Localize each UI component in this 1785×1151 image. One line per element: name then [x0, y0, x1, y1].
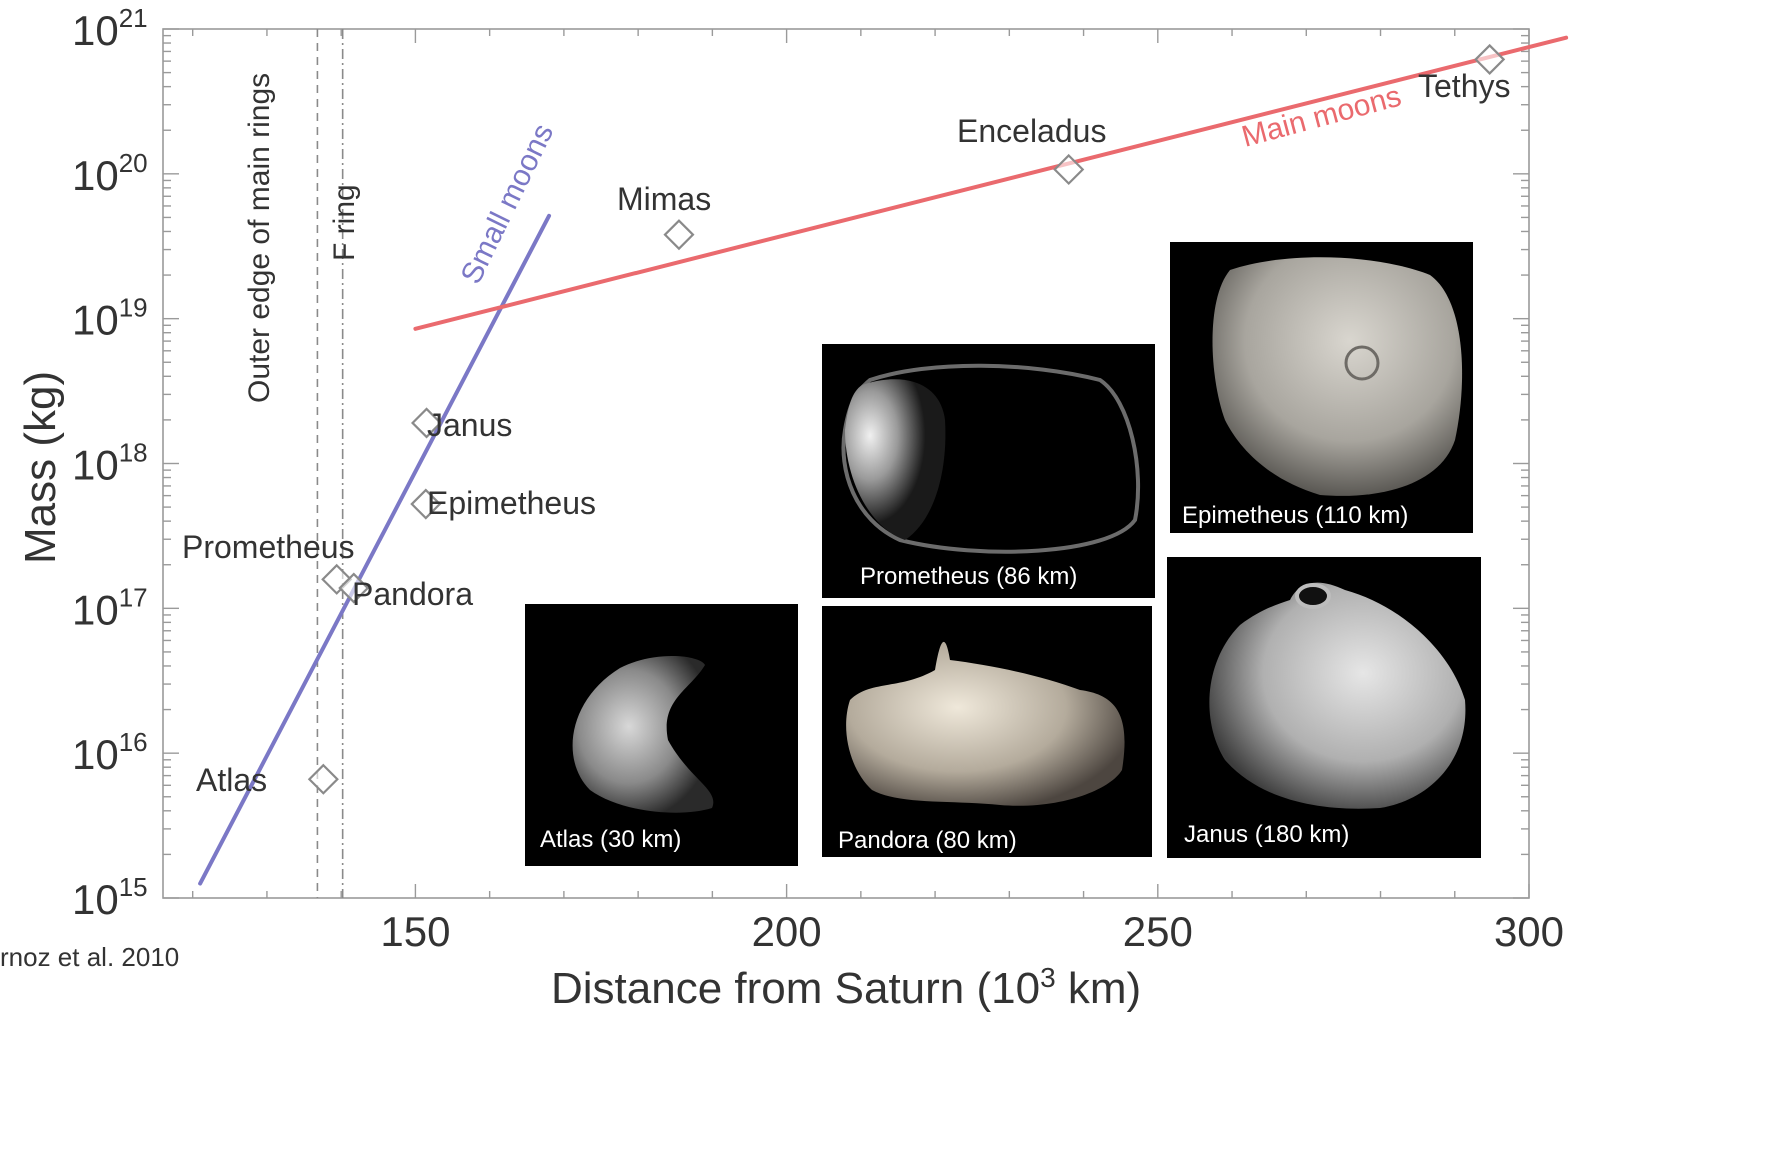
photo-pandora: Pandora (80 km)	[822, 606, 1152, 857]
point-label-enceladus: Enceladus	[957, 113, 1106, 149]
marker-epimetheus	[410, 488, 442, 520]
outer-edge-label: Outer edge of main rings	[243, 73, 276, 403]
point-label-pandora: Pandora	[352, 576, 473, 612]
marker-janus	[410, 407, 443, 439]
marker-mimas	[663, 219, 695, 251]
y-tick-label: 1019	[72, 293, 148, 344]
marker-prometheus	[321, 563, 353, 595]
y-tick-label: 1016	[72, 727, 148, 778]
photo-atlas: Atlas (30 km)	[525, 604, 798, 866]
photo-prometheus: Prometheus (86 km)	[822, 344, 1155, 598]
x-tick-label: 250	[1123, 908, 1193, 955]
y-tick-label: 1015	[72, 872, 148, 923]
photo-caption-atlas: Atlas (30 km)	[540, 826, 681, 853]
y-tick-label: 1018	[72, 438, 148, 489]
photo-janus: Janus (180 km)	[1167, 557, 1481, 858]
small-moons-label: Small moons	[455, 119, 561, 289]
y-tick-label: 1017	[72, 582, 148, 633]
point-label-tethys: Tethys	[1418, 68, 1510, 104]
y-axis-ticks: 1015 1016 1017 1018 1019 1020 1021	[72, 3, 1529, 923]
photo-caption-janus: Janus (180 km)	[1184, 821, 1349, 848]
photo-caption-prometheus: Prometheus (86 km)	[860, 563, 1077, 590]
marker-pandora	[338, 572, 370, 604]
photo-epimetheus: Epimetheus (110 km)	[1170, 242, 1473, 533]
trend-lines	[198, 35, 1569, 886]
x-tick-label: 200	[752, 908, 822, 955]
x-tick-label: 300	[1494, 908, 1564, 955]
photo-caption-pandora: Pandora (80 km)	[838, 827, 1017, 854]
ring-lines	[316, 29, 344, 898]
y-tick-label: 1020	[72, 148, 148, 199]
point-label-janus: Janus	[427, 407, 512, 443]
y-tick-label: 1021	[72, 3, 148, 54]
point-label-prometheus: Prometheus	[182, 529, 355, 565]
marker-tethys	[1474, 43, 1506, 75]
x-tick-label: 150	[380, 908, 450, 955]
main-moons-label: Main moons	[1238, 80, 1404, 154]
marker-atlas	[307, 763, 339, 795]
marker-enceladus	[1053, 153, 1085, 186]
small-moons-line	[198, 213, 552, 886]
y-axis-title: Mass (kg)	[16, 371, 65, 564]
point-label-atlas: Atlas	[196, 762, 267, 798]
point-label-mimas: Mimas	[617, 181, 711, 217]
x-axis-title: Distance from Saturn (103 km)	[551, 962, 1141, 1013]
moon-markers	[307, 43, 1506, 795]
x-axis-ticks: 150 200 250 300	[191, 29, 1564, 955]
point-label-epimetheus: Epimetheus	[427, 485, 596, 521]
photo-caption-epimetheus: Epimetheus (110 km)	[1182, 502, 1408, 529]
f-ring-label: F ring	[328, 184, 361, 261]
main-moons-line	[413, 35, 1569, 331]
citation: rnoz et al. 2010	[0, 942, 179, 972]
